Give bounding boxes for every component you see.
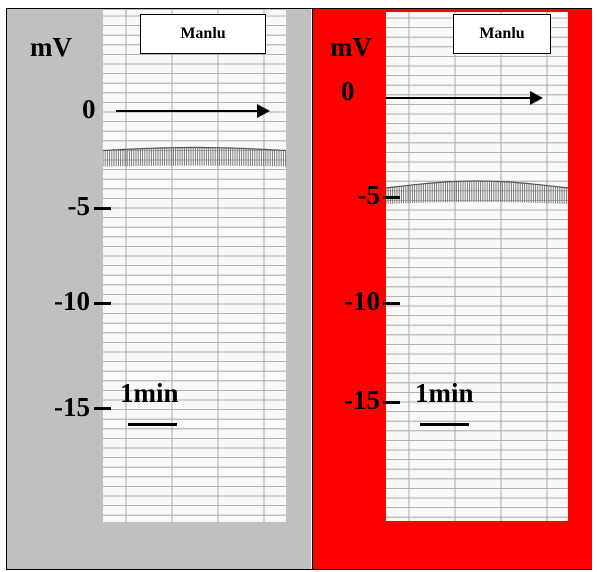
right-tick-minus10: -10 bbox=[344, 286, 380, 316]
right-unit-label: mV bbox=[330, 32, 372, 62]
left-scale-bar bbox=[128, 423, 177, 426]
left-tick-mark-minus15 bbox=[94, 407, 111, 410]
right-tick-minus5: -5 bbox=[357, 180, 381, 210]
right-tick-mark-minus5 bbox=[383, 196, 400, 199]
left-time-arrow bbox=[116, 104, 270, 118]
left-unit-label: mV bbox=[30, 32, 72, 62]
right-panel-trace bbox=[386, 180, 568, 204]
left-tick-minus5: -5 bbox=[67, 191, 91, 221]
left-chart-paper bbox=[103, 10, 286, 522]
right-time-arrow bbox=[386, 91, 543, 105]
left-tick-mark-minus10 bbox=[94, 302, 111, 305]
left-tick-minus15: -15 bbox=[54, 392, 90, 422]
left-panel-grid bbox=[103, 10, 286, 522]
left-scale-label: 1min bbox=[120, 378, 179, 408]
right-zero-label: 0 bbox=[341, 76, 355, 106]
right-panel-grid bbox=[386, 12, 568, 521]
right-scale-bar bbox=[420, 423, 469, 426]
right-chart-paper bbox=[386, 12, 568, 521]
right-tick-minus15: -15 bbox=[344, 385, 380, 415]
left-tick-mark-minus5 bbox=[94, 207, 111, 210]
left-zero-label: 0 bbox=[82, 94, 96, 124]
right-scale-label: 1min bbox=[415, 378, 474, 408]
left-panel-trace bbox=[103, 146, 286, 167]
left-manlu-label: Manlu bbox=[140, 14, 266, 54]
right-tick-mark-minus10 bbox=[383, 302, 400, 305]
left-tick-minus10: -10 bbox=[54, 286, 90, 316]
right-manlu-label: Manlu bbox=[453, 14, 551, 54]
right-tick-mark-minus15 bbox=[383, 401, 400, 404]
